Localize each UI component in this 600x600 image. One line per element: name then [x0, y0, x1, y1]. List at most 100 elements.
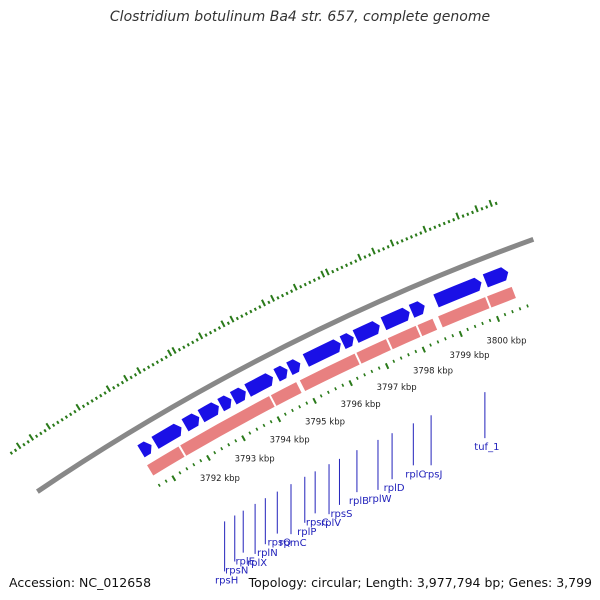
minor-tick [178, 471, 182, 475]
gc-mark [136, 367, 142, 375]
minor-tick [248, 431, 252, 435]
gc-mark [164, 355, 168, 359]
gc-mark [51, 423, 56, 428]
forward-gene-arrow [408, 301, 425, 318]
minor-tick [377, 366, 381, 370]
gc-mark [60, 417, 64, 422]
forward-gene-arrow [380, 307, 410, 331]
gc-mark [253, 307, 257, 312]
gc-mark [142, 367, 146, 372]
gc-mark [13, 448, 18, 453]
gc-mark [94, 396, 99, 401]
gc-mark [198, 332, 204, 340]
reverse-gene-block [356, 339, 391, 364]
major-tick [348, 379, 353, 387]
minor-tick [451, 333, 455, 338]
gc-mark [357, 253, 362, 261]
gc-mark [395, 241, 399, 245]
scale-tick-label: 3799 kbp [450, 351, 490, 361]
gc-mark [204, 333, 208, 337]
gc-mark [363, 255, 367, 259]
forward-gene-arrow [352, 321, 380, 343]
gc-mark [488, 199, 493, 207]
minor-tick [392, 359, 396, 364]
minor-tick [526, 304, 529, 308]
gene-label: rplX [247, 558, 267, 569]
major-tick [496, 315, 501, 323]
scale-tick-label: 3800 kbp [486, 336, 526, 346]
gene-label: rplW [368, 494, 391, 505]
minor-tick [429, 343, 432, 347]
gc-mark [186, 343, 190, 347]
gc-mark [349, 261, 353, 265]
gc-mark [147, 365, 151, 370]
gc-mark [433, 225, 437, 230]
gc-mark [217, 326, 222, 330]
gc-mark [303, 282, 307, 287]
minor-tick [444, 337, 447, 341]
minor-tick [399, 356, 403, 360]
minor-tick [518, 307, 522, 311]
gene-label: rpmC [279, 538, 306, 549]
minor-tick [407, 353, 410, 357]
gc-mark [405, 237, 409, 241]
minor-tick [227, 443, 231, 447]
minor-tick [157, 483, 161, 487]
forward-gene-arrow [181, 413, 200, 432]
minor-tick [341, 383, 345, 387]
accession-label: Accession: NC_012658 [9, 575, 152, 590]
gc-mark [155, 360, 160, 364]
gc-mark [461, 214, 465, 218]
gc-mark [438, 223, 442, 228]
gene-label: rpsH [215, 575, 238, 586]
gc-mark [226, 321, 230, 325]
gc-mark [81, 404, 86, 409]
gc-mark [382, 247, 386, 251]
gc-mark [208, 330, 213, 335]
minor-tick [262, 423, 266, 428]
gene-label: rpsS [330, 509, 352, 520]
major-tick [312, 397, 317, 404]
reverse-gene-block [417, 318, 438, 337]
minor-tick [503, 312, 507, 317]
scale-tick-label: 3794 kbp [270, 436, 310, 446]
forward-gene-arrow [197, 402, 219, 423]
gc-mark [442, 221, 446, 226]
minor-tick [213, 450, 217, 455]
gc-mark [414, 233, 418, 237]
minor-tick [220, 446, 224, 451]
gc-mark [191, 340, 195, 345]
gc-mark [428, 227, 432, 231]
minor-tick [511, 309, 514, 314]
minor-tick [185, 467, 189, 471]
gc-mark [340, 265, 344, 270]
gc-mark [270, 294, 275, 302]
gc-mark [292, 283, 298, 291]
minor-tick [298, 405, 302, 409]
minor-tick [355, 376, 359, 380]
scale-tick-label: 3798 kbp [413, 367, 453, 377]
minor-tick [370, 369, 374, 374]
minor-tick [466, 327, 469, 332]
reverse-gene-block [438, 297, 490, 328]
gc-mark [324, 268, 330, 276]
major-tick [276, 416, 282, 423]
gc-mark [452, 218, 456, 222]
reverse-gene-block [270, 382, 302, 406]
gc-mark [45, 422, 51, 430]
gc-mark [447, 219, 451, 224]
gc-mark [386, 245, 390, 249]
gc-mark [123, 374, 129, 382]
gc-mark [377, 249, 381, 253]
gc-mark [34, 434, 39, 439]
backbone-ring [35, 236, 535, 494]
forward-gene-arrow [302, 339, 341, 367]
gene-label: tuf_1 [474, 442, 499, 453]
gc-mark [171, 346, 177, 354]
gc-mark [151, 362, 155, 367]
gc-mark [317, 276, 321, 280]
gc-mark [299, 284, 303, 289]
gc-mark [220, 320, 226, 328]
gc-mark [103, 391, 107, 395]
gc-mark [56, 420, 60, 425]
